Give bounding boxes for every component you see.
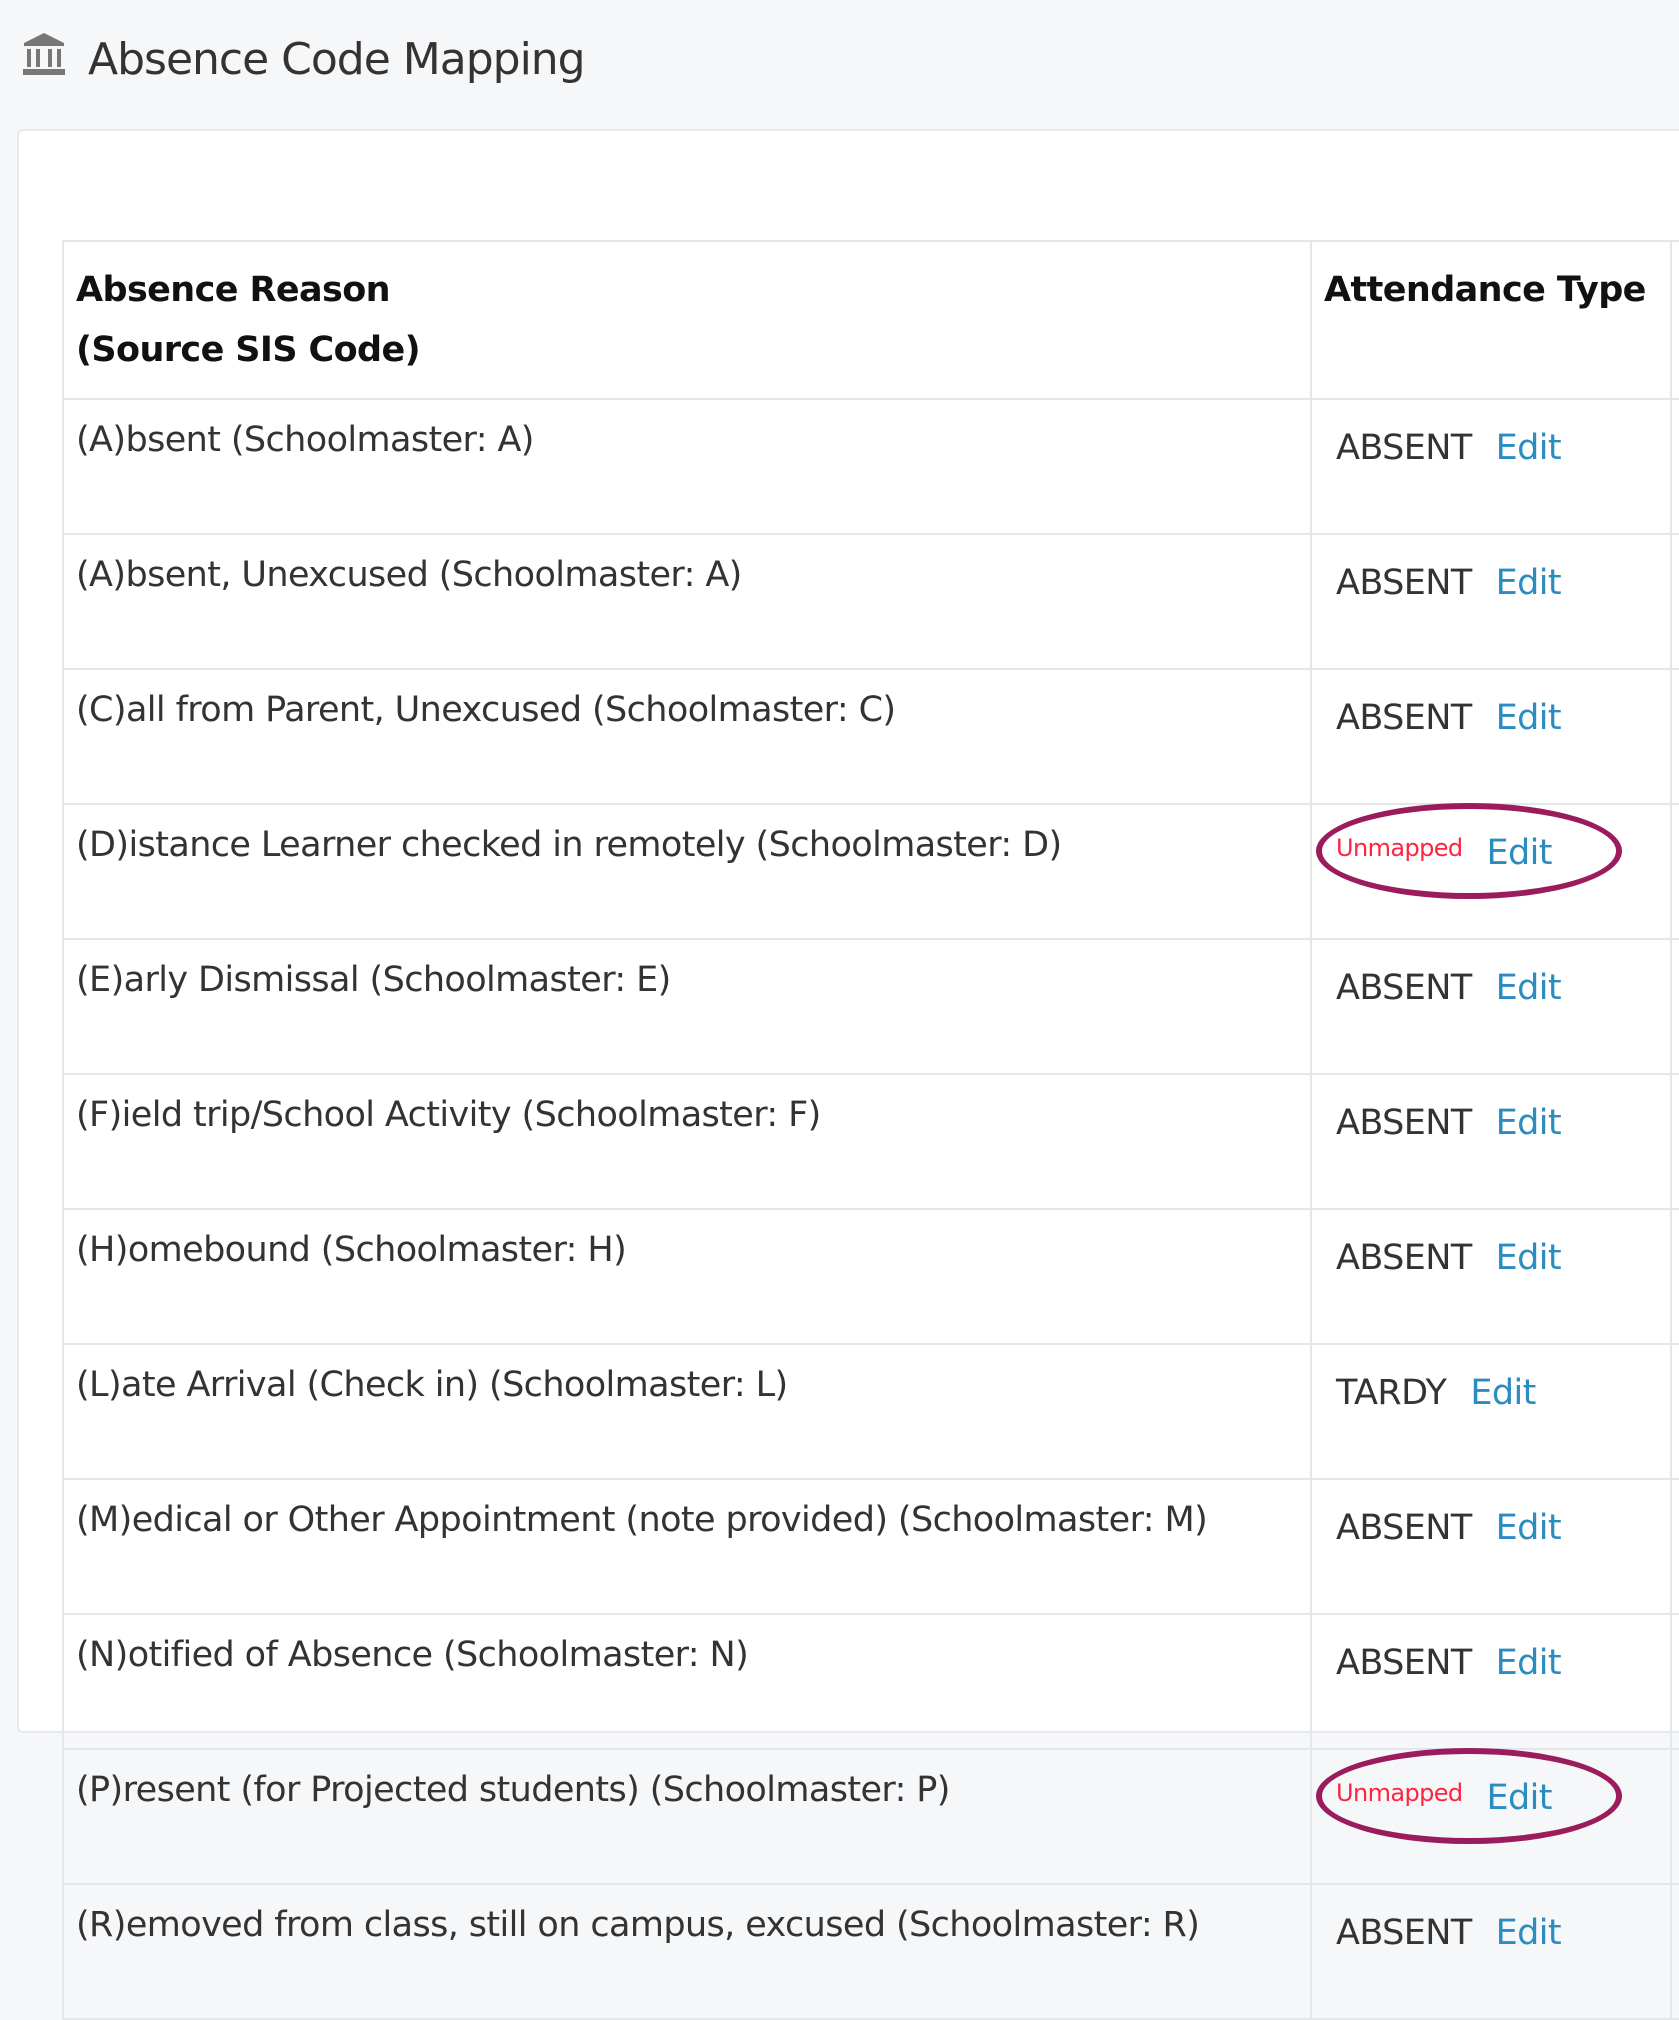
table-header-row: Absence Reason (Source SIS Code) Attendan… xyxy=(62,240,1679,400)
attendance-type-cell: ABSENT Edit xyxy=(1310,1883,1672,2020)
absence-reason: (A)bsent, Unexcused (Schoolmaster: A) xyxy=(62,533,1312,670)
attendance-type: ABSENT xyxy=(1336,428,1472,468)
extra-cell xyxy=(1670,1343,1679,1480)
edit-link[interactable]: Edit xyxy=(1495,563,1562,603)
absence-reason: (E)arly Dismissal (Schoolmaster: E) xyxy=(62,938,1312,1075)
edit-link[interactable]: Edit xyxy=(1495,1103,1562,1143)
page-title: Absence Code Mapping xyxy=(88,34,586,85)
attendance-type: ABSENT xyxy=(1336,1103,1472,1143)
extra-cell xyxy=(1670,1478,1679,1615)
table-row: (H)omebound (Schoolmaster: H) ABSENT Edit xyxy=(62,1208,1679,1345)
table-row: (A)bsent (Schoolmaster: A) ABSENT Edit xyxy=(62,398,1679,535)
attendance-type: ABSENT xyxy=(1336,698,1472,738)
absence-reason: (C)all from Parent, Unexcused (Schoolmas… xyxy=(62,668,1312,805)
attendance-type-cell: ABSENT Edit xyxy=(1310,1073,1672,1210)
table-row: (M)edical or Other Appointment (note pro… xyxy=(62,1478,1679,1615)
edit-link[interactable]: Edit xyxy=(1486,833,1553,873)
header-reason-line1: Absence Reason xyxy=(76,270,391,310)
attendance-type: TARDY xyxy=(1336,1373,1447,1413)
attendance-type-cell: TARDY Edit xyxy=(1310,1343,1672,1480)
extra-cell xyxy=(1670,1073,1679,1210)
table-row: (N)otified of Absence (Schoolmaster: N) … xyxy=(62,1613,1679,1750)
edit-link[interactable]: Edit xyxy=(1495,1508,1562,1548)
extra-cell xyxy=(1670,1748,1679,1885)
unmapped-status: Unmapped xyxy=(1336,834,1463,862)
attendance-type-cell: ABSENT Edit xyxy=(1310,1208,1672,1345)
table-row: (D)istance Learner checked in remotely (… xyxy=(62,803,1679,940)
attendance-type-cell: ABSENT Edit xyxy=(1310,668,1672,805)
extra-cell xyxy=(1670,668,1679,805)
attendance-type: ABSENT xyxy=(1336,1643,1472,1683)
table-row: (A)bsent, Unexcused (Schoolmaster: A) AB… xyxy=(62,533,1679,670)
extra-cell xyxy=(1670,398,1679,535)
attendance-type-cell: ABSENT Edit xyxy=(1310,938,1672,1075)
edit-link[interactable]: Edit xyxy=(1486,1778,1553,1818)
absence-reason: (M)edical or Other Appointment (note pro… xyxy=(62,1478,1312,1615)
attendance-type: ABSENT xyxy=(1336,968,1472,1008)
header-absence-reason: Absence Reason (Source SIS Code) xyxy=(62,240,1312,400)
table-row: (C)all from Parent, Unexcused (Schoolmas… xyxy=(62,668,1679,805)
absence-reason: (D)istance Learner checked in remotely (… xyxy=(62,803,1312,940)
absence-reason: (H)omebound (Schoolmaster: H) xyxy=(62,1208,1312,1345)
absence-reason: (A)bsent (Schoolmaster: A) xyxy=(62,398,1312,535)
absence-reason: (N)otified of Absence (Schoolmaster: N) xyxy=(62,1613,1312,1750)
table-row: (E)arly Dismissal (Schoolmaster: E) ABSE… xyxy=(62,938,1679,1075)
attendance-type: ABSENT xyxy=(1336,1508,1472,1548)
edit-link[interactable]: Edit xyxy=(1495,968,1562,1008)
absence-reason: (L)ate Arrival (Check in) (Schoolmaster:… xyxy=(62,1343,1312,1480)
edit-link[interactable]: Edit xyxy=(1495,428,1562,468)
header-attendance-type: Attendance Type xyxy=(1310,240,1672,400)
attendance-type-cell: Unmapped Edit xyxy=(1310,803,1672,940)
attendance-type-cell: ABSENT Edit xyxy=(1310,1613,1672,1750)
absence-reason: (F)ield trip/School Activity (Schoolmast… xyxy=(62,1073,1312,1210)
extra-cell xyxy=(1670,1208,1679,1345)
table-row: (R)emoved from class, still on campus, e… xyxy=(62,1883,1679,2020)
absence-reason: (R)emoved from class, still on campus, e… xyxy=(62,1883,1312,2020)
attendance-type-cell: ABSENT Edit xyxy=(1310,398,1672,535)
edit-link[interactable]: Edit xyxy=(1495,1913,1562,1953)
bank-icon xyxy=(20,30,68,89)
attendance-type-cell: ABSENT Edit xyxy=(1310,533,1672,670)
edit-link[interactable]: Edit xyxy=(1495,1238,1562,1278)
header-reason-line2: (Source SIS Code) xyxy=(76,330,421,370)
attendance-type-cell: ABSENT Edit xyxy=(1310,1478,1672,1615)
extra-cell xyxy=(1670,938,1679,1075)
table-row: (L)ate Arrival (Check in) (Schoolmaster:… xyxy=(62,1343,1679,1480)
table-row: (P)resent (for Projected students) (Scho… xyxy=(62,1748,1679,1885)
extra-cell xyxy=(1670,803,1679,940)
edit-link[interactable]: Edit xyxy=(1495,698,1562,738)
absence-reason: (P)resent (for Projected students) (Scho… xyxy=(62,1748,1312,1885)
table-row: (F)ield trip/School Activity (Schoolmast… xyxy=(62,1073,1679,1210)
extra-cell xyxy=(1670,1883,1679,2020)
header-extra xyxy=(1670,240,1679,400)
mapping-table: Absence Reason (Source SIS Code) Attendan… xyxy=(62,240,1679,2020)
attendance-type-cell: Unmapped Edit xyxy=(1310,1748,1672,1885)
attendance-type: ABSENT xyxy=(1336,563,1472,603)
edit-link[interactable]: Edit xyxy=(1495,1643,1562,1683)
extra-cell xyxy=(1670,533,1679,670)
edit-link[interactable]: Edit xyxy=(1470,1373,1536,1413)
page-header: Absence Code Mapping xyxy=(20,30,586,89)
unmapped-status: Unmapped xyxy=(1336,1779,1463,1807)
extra-cell xyxy=(1670,1613,1679,1750)
attendance-type: ABSENT xyxy=(1336,1238,1472,1278)
attendance-type: ABSENT xyxy=(1336,1913,1472,1953)
